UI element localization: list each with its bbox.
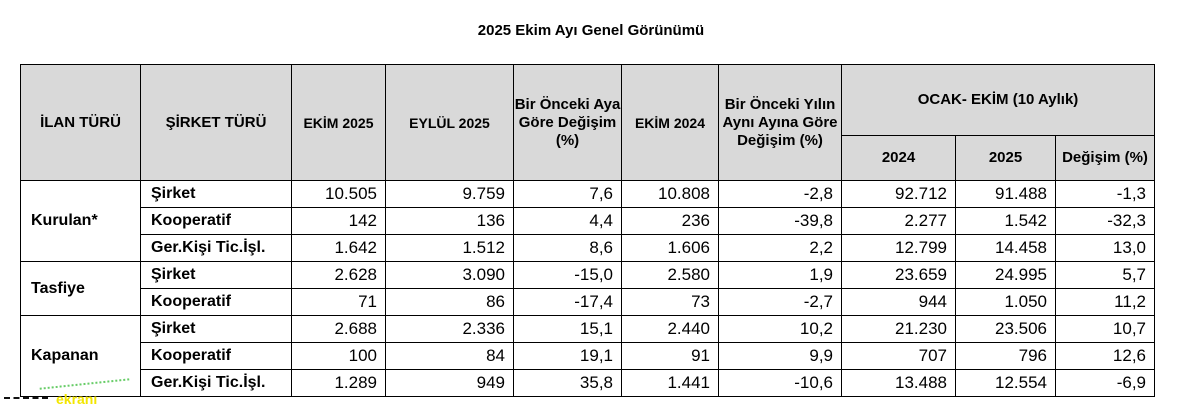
table-cell: 92.712 bbox=[841, 180, 956, 208]
table-cell: 2.336 bbox=[385, 315, 514, 343]
table-cell: 12,6 bbox=[1055, 342, 1155, 370]
company-type: Kooperatif bbox=[140, 342, 292, 370]
company-type: Şirket bbox=[140, 315, 292, 343]
table-cell: 12.799 bbox=[841, 234, 956, 262]
table-row: Kooperatif 142 136 4,4 236 -39,8 2.277 1.542 -32… bbox=[21, 207, 1155, 235]
table-cell: -6,9 bbox=[1055, 369, 1155, 397]
table-cell: 1.606 bbox=[621, 234, 719, 262]
table-cell: 10,7 bbox=[1055, 315, 1155, 343]
table-row: Kapanan Şirket 2.688 2.336 15,1 2.440 10,2 21.2… bbox=[20, 315, 1155, 397]
company-type: Kooperatif bbox=[140, 288, 292, 316]
table-cell: -32,3 bbox=[1055, 207, 1155, 235]
table-cell: 91.488 bbox=[955, 180, 1056, 208]
table-cell: 2.580 bbox=[621, 261, 719, 289]
table-cell: -2,8 bbox=[718, 180, 842, 208]
company-type: Şirket bbox=[140, 261, 292, 289]
table-cell: 23.659 bbox=[841, 261, 956, 289]
table-cell: 142 bbox=[291, 207, 386, 235]
table-cell: 8,6 bbox=[513, 234, 622, 262]
table-cell: -2,7 bbox=[718, 288, 842, 316]
table-cell: 2,2 bbox=[718, 234, 842, 262]
table-cell: 100 bbox=[291, 342, 386, 370]
table-cell: 14.458 bbox=[955, 234, 1056, 262]
table-cell: 1.289 bbox=[291, 369, 386, 397]
header-ilan-turu: İLAN TÜRÜ bbox=[20, 64, 141, 181]
table-cell: 796 bbox=[955, 342, 1056, 370]
header-ekim-2024: EKİM 2024 bbox=[621, 64, 719, 181]
company-type: Şirket bbox=[140, 180, 292, 208]
table-cell: 21.230 bbox=[841, 315, 956, 343]
table-cell: -10,6 bbox=[718, 369, 842, 397]
table-row: Ger.Kişi Tic.İşl. 1.642 1.512 8,6 1.606 2,2 12… bbox=[21, 234, 1155, 262]
table-cell: -17,4 bbox=[513, 288, 622, 316]
table-cell: 1,9 bbox=[718, 261, 842, 289]
group-label: Kurulan* bbox=[20, 180, 141, 262]
table-cell: 15,1 bbox=[513, 315, 622, 343]
table-cell: 84 bbox=[385, 342, 514, 370]
table-cell: 71 bbox=[291, 288, 386, 316]
table-cell: 23.506 bbox=[955, 315, 1056, 343]
table-cell: 91 bbox=[621, 342, 719, 370]
table-cell: 73 bbox=[621, 288, 719, 316]
header-2025: 2025 bbox=[955, 135, 1056, 181]
group-label: Tasfiye bbox=[20, 261, 141, 316]
table-cell: 1.050 bbox=[955, 288, 1056, 316]
company-type: Ger.Kişi Tic.İşl. bbox=[140, 369, 292, 397]
table-cell: 4,4 bbox=[513, 207, 622, 235]
table-cell: 2.688 bbox=[291, 315, 386, 343]
table-cell: 1.642 bbox=[291, 234, 386, 262]
table-cell: -1,3 bbox=[1055, 180, 1155, 208]
table-cell: 10,2 bbox=[718, 315, 842, 343]
group-label: Kapanan bbox=[20, 315, 141, 397]
table-row: Ger.Kişi Tic.İşl. 1.289 949 35,8 1.441 -10,6 1… bbox=[21, 369, 1155, 397]
table-cell: 707 bbox=[841, 342, 956, 370]
header-eylul-2025: EYLÜL 2025 bbox=[385, 64, 514, 181]
table-cell: 1.512 bbox=[385, 234, 514, 262]
table-cell: 3.090 bbox=[385, 261, 514, 289]
table-row: Kooperatif 100 84 19,1 91 9,9 707 796 12,6 bbox=[21, 342, 1155, 370]
header-2024: 2024 bbox=[841, 135, 956, 181]
table-cell: -15,0 bbox=[513, 261, 622, 289]
company-type: Ger.Kişi Tic.İşl. bbox=[140, 234, 292, 262]
header-ocak-ekim: OCAK- EKİM (10 Aylık) bbox=[841, 64, 1155, 136]
header-sirket-turu: ŞİRKET TÜRÜ bbox=[140, 64, 292, 181]
table-cell: 136 bbox=[385, 207, 514, 235]
header-yilin-ayina-gore: Bir Önceki Yılın Aynı Ayına Göre Değişim… bbox=[718, 64, 842, 181]
table-cell: 24.995 bbox=[955, 261, 1056, 289]
header-degisim: Değişim (%) bbox=[1055, 135, 1155, 181]
table-cell: 9.759 bbox=[385, 180, 514, 208]
table-cell: 5,7 bbox=[1055, 261, 1155, 289]
table-cell: 1.441 bbox=[621, 369, 719, 397]
table-cell: 11,2 bbox=[1055, 288, 1155, 316]
table-cell: 2.628 bbox=[291, 261, 386, 289]
table-cell: 10.808 bbox=[621, 180, 719, 208]
table-cell: 944 bbox=[841, 288, 956, 316]
table-cell: 10.505 bbox=[291, 180, 386, 208]
table-cell: 949 bbox=[385, 369, 514, 397]
table-cell: 19,1 bbox=[513, 342, 622, 370]
header-ekim-2025: EKİM 2025 bbox=[291, 64, 386, 181]
watermark-logo: ekranı bbox=[4, 378, 131, 407]
table-cell: 1.542 bbox=[955, 207, 1056, 235]
table-row: Kurulan* Şirket 10.505 9.759 7,6 10.808 -2,8 92… bbox=[20, 180, 1155, 262]
table-cell: 7,6 bbox=[513, 180, 622, 208]
table-cell: 12.554 bbox=[955, 369, 1056, 397]
company-type: Kooperatif bbox=[140, 207, 292, 235]
table-cell: 2.440 bbox=[621, 315, 719, 343]
table-cell: 35,8 bbox=[513, 369, 622, 397]
page-title: 2025 Ekim Ayı Genel Görünümü bbox=[477, 22, 705, 39]
watermark-text: ekranı bbox=[56, 391, 98, 407]
table-cell: -39,8 bbox=[718, 207, 842, 235]
table-cell: 236 bbox=[621, 207, 719, 235]
table-row: Kooperatif 71 86 -17,4 73 -2,7 944 1.050 11,2 bbox=[21, 288, 1155, 316]
header-aya-gore: Bir Önceki Aya Göre Değişim (%) bbox=[513, 64, 622, 181]
table-cell: 86 bbox=[385, 288, 514, 316]
table-cell: 13,0 bbox=[1055, 234, 1155, 262]
table-row: Tasfiye Şirket 2.628 3.090 -15,0 2.580 1,9 23.6… bbox=[20, 261, 1155, 316]
table-cell: 13.488 bbox=[841, 369, 956, 397]
table-cell: 2.277 bbox=[841, 207, 956, 235]
summary-table: İLAN TÜRÜ ŞİRKET TÜRÜ EKİM 2025 EYLÜL 20… bbox=[20, 64, 1155, 397]
table-cell: 9,9 bbox=[718, 342, 842, 370]
